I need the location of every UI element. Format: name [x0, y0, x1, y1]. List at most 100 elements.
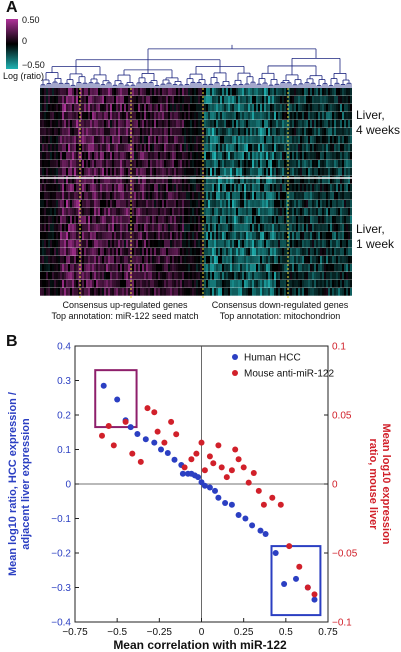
mouse-point [151, 409, 158, 416]
human-hcc-point [142, 436, 149, 443]
scale-mid-label: 0 [22, 36, 28, 46]
annotation-down: Consensus down-regulated genes Top annot… [195, 300, 365, 322]
y-left-tick-label: 0.2 [57, 411, 71, 422]
human-hcc-point [215, 494, 222, 501]
y-left-tick-label: −0.3 [51, 583, 71, 594]
y-left-tick-label: −0.1 [51, 514, 71, 525]
x-tick-label: −0.75 [62, 627, 88, 638]
mouse-point [144, 405, 151, 412]
mouse-point [218, 464, 225, 471]
row-group-label-1wk: Liver, 1 week [356, 222, 394, 252]
row-group-label-4wk: Liver, 4 weeks [356, 108, 400, 138]
annotation-up-line1: Consensus up-regulated genes [62, 300, 188, 310]
annotation-up-line2: Top annotation: miR-122 seed match [51, 311, 199, 321]
mouse-point [198, 439, 205, 446]
highlight-box-2 [270, 545, 322, 617]
mouse-point [161, 439, 168, 446]
row-group-1wk-line2: 1 week [356, 237, 395, 251]
mouse-point [235, 456, 242, 463]
mouse-point [232, 446, 239, 453]
mouse-point [215, 442, 222, 449]
human-hcc-point [262, 531, 269, 537]
human-hcc-point [206, 484, 213, 491]
mouse-point [122, 418, 129, 425]
mouse-point [311, 591, 318, 598]
mouse-point [228, 467, 235, 474]
y-left-tick-label: 0.3 [57, 376, 71, 387]
mouse-point [168, 418, 175, 425]
human-hcc-point [171, 456, 178, 463]
human-hcc-point [311, 596, 318, 603]
human-hcc-point [293, 575, 299, 582]
scale-min-label: −0.50 [22, 60, 45, 70]
y-left-tick-label: 0.4 [57, 342, 71, 353]
mouse-point [277, 501, 284, 508]
x-tick-label: 0 [199, 627, 205, 638]
mouse-point [201, 467, 208, 474]
human-hcc-point [281, 581, 288, 587]
mouse-point [296, 563, 303, 570]
human-hcc-point [201, 482, 208, 489]
mouse-point [137, 458, 144, 465]
scale-max-label: 0.50 [22, 15, 40, 25]
human-hcc-point [114, 396, 121, 403]
row-group-4wk-line1: Liver, [356, 108, 385, 122]
human-hcc-point [195, 474, 202, 481]
y-right-tick-label: 0.05 [332, 411, 352, 422]
panel-b-letter: B [6, 333, 18, 350]
human-hcc-point [212, 487, 218, 494]
x-tick-label: 0.5 [279, 627, 293, 638]
human-hcc-point [235, 512, 242, 518]
y-left-tick-label: 0.1 [57, 445, 71, 456]
panel-a-letter: A [6, 0, 18, 16]
mouse-point [223, 474, 230, 481]
x-tick-label: −0.5 [107, 627, 127, 638]
dendrogram [40, 44, 352, 88]
y-right-tick-label: −0.05 [332, 549, 358, 560]
human-hcc-point [127, 424, 134, 431]
y-right-tick-label: 0 [332, 480, 338, 491]
human-hcc-point [242, 515, 249, 522]
human-hcc-point [134, 431, 141, 437]
annotation-down-line2: Top annotation: mitochondrion [219, 311, 341, 321]
mouse-point [110, 442, 117, 449]
mouse-point [286, 543, 293, 550]
x-tick-label: 0.25 [234, 627, 254, 638]
legend-marker-1 [232, 354, 238, 360]
human-hcc-point [257, 527, 264, 534]
mouse-point [154, 428, 161, 435]
mouse-point [193, 450, 200, 457]
x-tick-label: −0.25 [147, 627, 173, 638]
color-scale [6, 19, 18, 69]
heatmap [40, 88, 352, 298]
scale-caption: Log (ratio) [3, 71, 45, 81]
human-hcc-point [164, 450, 171, 456]
legend-marker-2 [232, 370, 238, 376]
mouse-point [99, 432, 105, 439]
mouse-point [304, 584, 311, 591]
annotation-up: Consensus up-regulated genes Top annotat… [30, 300, 220, 322]
mouse-point [105, 423, 112, 429]
human-hcc-point [100, 382, 107, 389]
mouse-point [260, 501, 267, 508]
y-axis-label-right: Mean log10 expressionratio, mouse liver [367, 423, 392, 544]
human-hcc-point [179, 470, 186, 477]
annotation-down-line1: Consensus down-regulated genes [211, 300, 349, 310]
x-tick-label: 0.75 [318, 627, 338, 638]
mouse-point [206, 453, 213, 460]
human-hcc-point [151, 439, 158, 446]
mouse-point [188, 456, 195, 463]
mouse-point [269, 494, 276, 501]
y-right-tick-label: −0.1 [332, 618, 352, 629]
legend-label-2: Mouse anti-miR-122 [244, 369, 334, 380]
mouse-point [173, 431, 180, 438]
y-axis-label-left: Mean log10 ratio, HCC expression /adjace… [7, 392, 32, 576]
human-hcc-point [249, 522, 256, 529]
row-group-1wk-line1: Liver, [356, 222, 385, 236]
human-hcc-point [158, 446, 164, 453]
mouse-point [129, 450, 136, 457]
mouse-point [245, 479, 252, 486]
mouse-point [255, 487, 262, 494]
legend-label-1: Human HCC [244, 353, 301, 364]
y-left-tick-label: 0 [65, 480, 71, 491]
